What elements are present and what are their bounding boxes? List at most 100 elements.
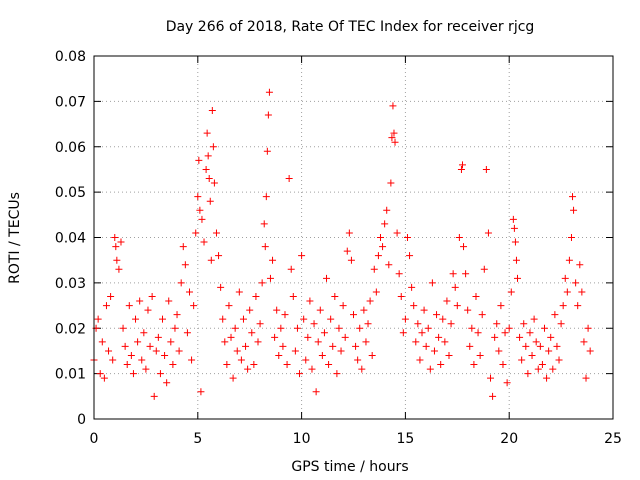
data-point (532, 338, 540, 346)
data-point (281, 311, 289, 319)
data-point (360, 306, 368, 314)
data-point (580, 338, 588, 346)
data-point (127, 351, 135, 359)
data-point (567, 234, 575, 241)
data-point (138, 356, 146, 364)
data-point (198, 215, 206, 223)
data-point (497, 302, 505, 310)
data-point (522, 342, 530, 350)
data-point (426, 365, 434, 373)
data-point (263, 147, 271, 155)
x-tick-label: 10 (293, 431, 311, 447)
data-point (518, 356, 526, 364)
x-tick-label: 25 (604, 431, 622, 447)
data-point (109, 356, 117, 364)
data-point (163, 379, 171, 387)
data-point (470, 361, 478, 369)
data-point (121, 342, 129, 350)
data-point (343, 247, 351, 255)
data-point (115, 265, 123, 273)
data-point (246, 306, 254, 314)
data-point (347, 256, 355, 264)
data-point (462, 270, 470, 278)
data-point (540, 324, 548, 332)
data-point (576, 261, 584, 269)
data-point (225, 302, 233, 310)
data-point (586, 347, 594, 355)
data-point (129, 370, 137, 378)
data-point (511, 238, 519, 246)
data-point (323, 274, 331, 282)
data-point (250, 361, 258, 369)
data-point (574, 302, 582, 310)
data-point (559, 302, 567, 310)
data-point (366, 297, 374, 305)
data-point (190, 302, 198, 310)
data-point (210, 179, 218, 187)
x-axis-label: GPS time / hours (291, 459, 408, 475)
data-point (551, 311, 559, 319)
chart-title: Day 266 of 2018, Rate Of TEC Index for r… (166, 19, 535, 35)
y-tick-label: 0.01 (55, 367, 86, 383)
data-point (584, 324, 592, 332)
data-point (142, 365, 150, 373)
data-point (507, 288, 515, 296)
data-point (422, 342, 430, 350)
data-point (325, 361, 333, 369)
data-point (123, 361, 131, 369)
data-point (252, 292, 260, 300)
data-point (514, 274, 522, 282)
x-tick-label: 0 (90, 431, 99, 447)
data-point (569, 193, 577, 201)
data-point (582, 374, 590, 382)
data-point (466, 342, 474, 350)
data-point (387, 179, 395, 187)
data-point (561, 274, 569, 282)
data-point (102, 302, 110, 310)
data-point (509, 215, 517, 223)
data-point (111, 234, 119, 241)
data-point (468, 324, 476, 332)
data-point (437, 361, 445, 369)
data-point (443, 297, 451, 305)
data-point (316, 306, 324, 314)
data-point (460, 243, 468, 251)
data-point (453, 302, 461, 310)
data-point (221, 338, 229, 346)
data-point (256, 320, 264, 328)
data-point (105, 347, 113, 355)
data-point (408, 283, 416, 291)
data-point (354, 356, 362, 364)
data-point (578, 288, 586, 296)
data-point (159, 315, 167, 323)
data-point (204, 152, 212, 160)
data-point (156, 370, 164, 378)
data-point (200, 238, 208, 246)
data-point (185, 288, 193, 296)
data-point (563, 288, 571, 296)
data-point (416, 356, 424, 364)
data-point (296, 370, 304, 378)
data-point (350, 311, 357, 319)
data-point (399, 329, 407, 337)
data-point (495, 347, 503, 355)
data-point (283, 361, 291, 369)
data-point (487, 374, 495, 382)
data-point (177, 279, 185, 287)
data-point (229, 374, 237, 382)
data-point (150, 392, 158, 400)
data-point (543, 374, 551, 382)
data-point (264, 111, 272, 119)
data-point (197, 388, 205, 396)
data-point (208, 106, 216, 114)
data-point (179, 243, 187, 251)
data-point (329, 342, 337, 350)
data-point (476, 351, 484, 359)
data-point (275, 351, 283, 359)
data-point (547, 333, 555, 341)
data-point (383, 206, 391, 214)
y-tick-label: 0.06 (55, 140, 86, 156)
data-point (152, 347, 160, 355)
data-point (534, 365, 542, 373)
data-point (119, 324, 127, 332)
